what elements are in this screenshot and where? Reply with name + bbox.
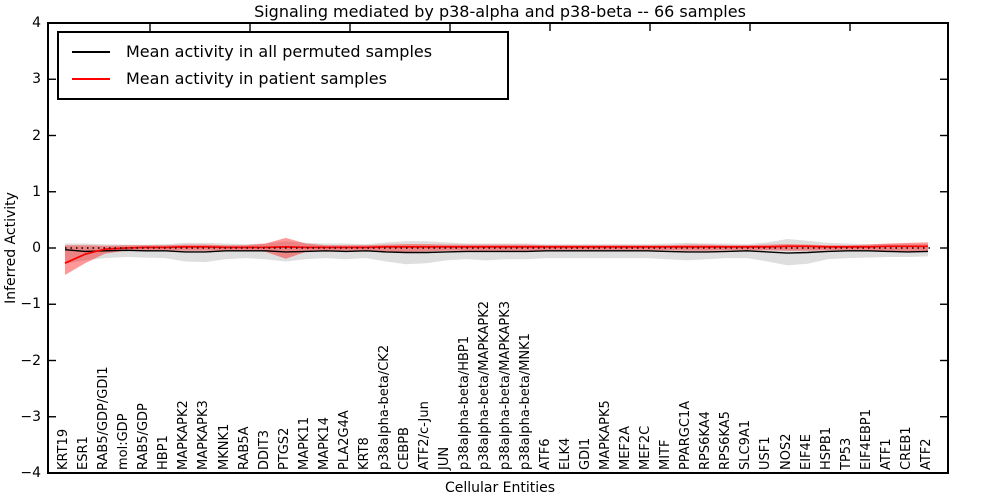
x-tick-label: p38alpha-beta/HBP1 [457,335,473,470]
y-tick-label: 3 [32,71,41,88]
x-tick-label: mol:GDP [116,413,132,470]
x-tick-label: MAPKAPK3 [196,400,212,470]
x-tick-label: RAB5/GDP [136,403,152,470]
y-tick-label: −2 [20,352,41,369]
legend-line-sample-red [72,77,110,80]
x-tick-label: p38alpha-beta/MAPKAPK3 [497,301,513,470]
x-tick-label: MAPK14 [316,416,332,470]
y-tick-label: −1 [20,296,41,313]
x-tick-label: ATF2/c-Jun [417,401,433,470]
x-tick-label: MAPKAPK2 [176,400,192,470]
y-tick-label: 0 [32,240,41,256]
x-tick-label: HSPB1 [818,426,834,470]
patient-mean-line [64,245,928,264]
x-tick-label: ELK4 [557,437,573,470]
x-tick-label: MITF [658,439,674,470]
x-tick-label: ATF1 [878,438,894,470]
legend-label-patient: Mean activity in patient samples [126,69,387,88]
y-tick-label: 2 [32,127,41,144]
x-tick-label: MAPKAPK5 [597,400,613,470]
x-tick-label: ATF2 [919,438,934,470]
legend: Mean activity in all permuted samples Me… [57,31,509,100]
permuted-mean-line [64,249,929,254]
x-tick-label: PTGS2 [276,427,292,470]
x-tick-label: TP53 [838,437,854,470]
y-tick-label: −4 [20,465,41,481]
legend-item-permuted: Mean activity in all permuted samples [72,38,507,65]
x-tick-label: JUN [437,446,453,470]
x-tick-label: RAB5A [236,426,252,470]
legend-item-patient: Mean activity in patient samples [72,65,507,92]
x-tick-label: NOS2 [778,433,794,470]
x-tick-label: EIF4EBP1 [858,408,874,470]
x-tick-label: MAPK11 [296,416,312,470]
x-axis-label: Cellular Entities [444,480,556,496]
legend-label-permuted: Mean activity in all permuted samples [126,42,433,61]
x-tick-label: KRT19 [56,428,71,470]
y-tick-label: −3 [20,408,41,425]
x-tick-label: DDIT3 [256,429,272,470]
x-tick-label: KRT8 [357,437,373,470]
x-tick-label: GDI1 [577,437,593,470]
x-tick-label: p38alpha-beta/MAPKAPK2 [477,301,493,470]
x-tick-label: RPS6KA5 [718,411,734,470]
x-tick-label: p38alpha-beta/CK2 [377,344,393,470]
x-tick-label: MKNK1 [216,423,232,470]
x-tick-label: EIF4E [798,433,814,470]
axes-frame [47,22,949,474]
x-tick-label: MEF2C [638,425,654,470]
y-tick-label: 1 [32,183,41,200]
x-tick-label: ATF6 [537,438,553,470]
x-tick-label: RAB5/GDP/GDI1 [96,366,112,470]
legend-line-sample-black [72,50,110,53]
permuted-band [65,239,928,266]
x-tick-label: p38alpha-beta/MNK1 [517,333,533,470]
chart-title: Signaling mediated by p38-alpha and p38-… [254,2,746,21]
x-tick-label: CEBPB [397,427,413,470]
x-tick-label: ESR1 [76,436,92,470]
x-tick-label: PLA2G4A [336,410,352,470]
x-tick-label: MEF2A [617,425,633,470]
x-tick-label: CREB1 [898,426,914,470]
x-tick-label: SLC9A1 [738,419,754,470]
x-tick-label: HBP1 [156,435,172,470]
x-tick-label: RPS6KA4 [698,411,714,470]
x-tick-label: PPARGC1A [678,400,694,470]
y-tick-label: 4 [32,15,41,31]
axis-ticks [49,22,947,474]
x-tick-label: USF1 [758,436,774,470]
